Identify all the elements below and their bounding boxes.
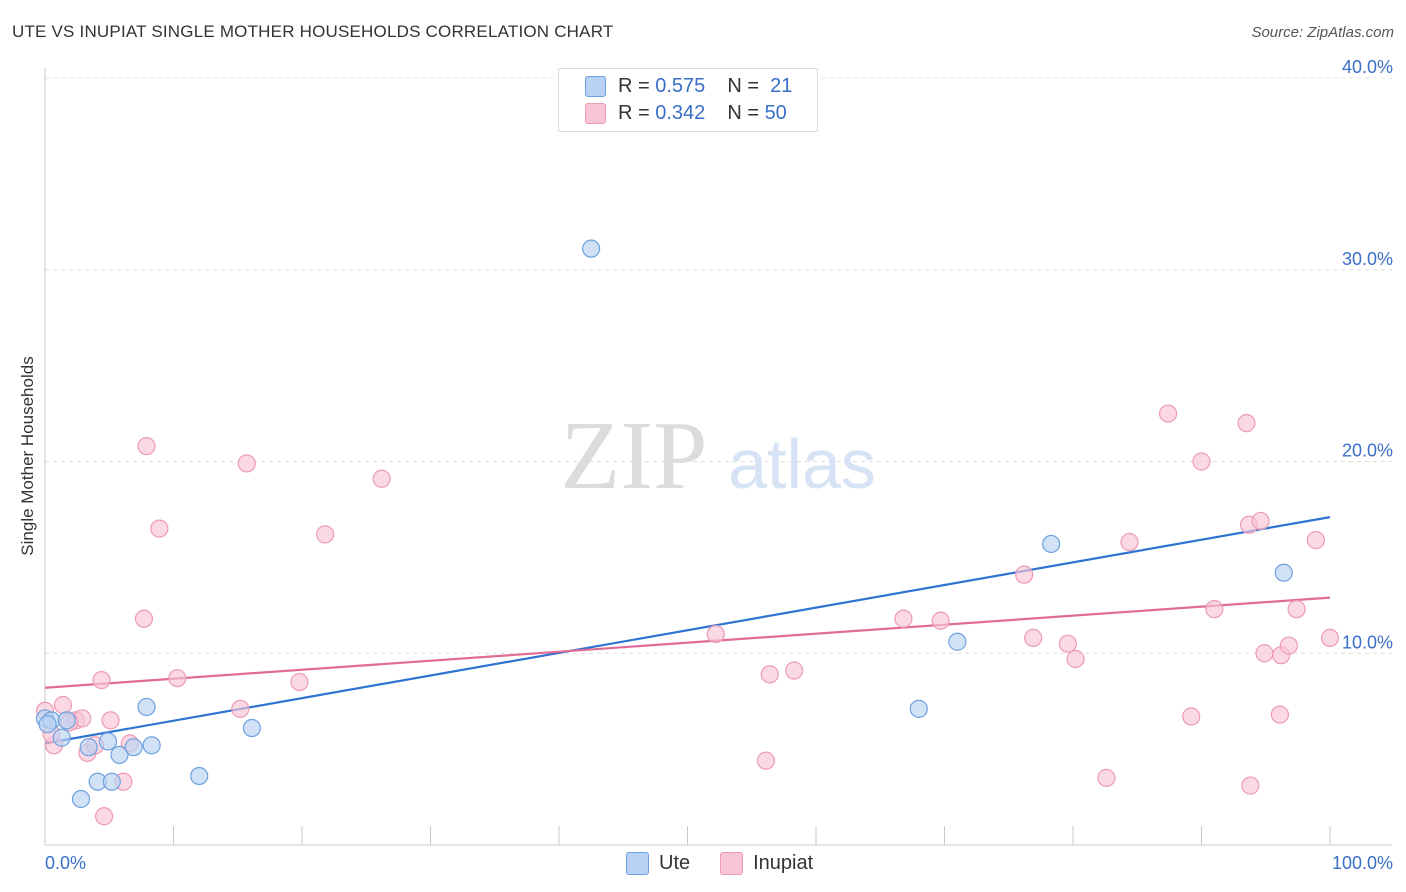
legend-n-value-inupiat: 50 xyxy=(764,101,787,124)
ute-point xyxy=(110,745,129,764)
legend-n-label: N = xyxy=(727,74,759,97)
legend-swatch-ute xyxy=(585,75,606,97)
ute-point xyxy=(582,239,601,258)
series-swatch-ute xyxy=(626,852,649,875)
inupiat-point xyxy=(372,469,391,488)
source-credit: Source: ZipAtlas.com xyxy=(1251,24,1394,41)
legend-swatch-inupiat xyxy=(585,102,606,124)
trend-layer xyxy=(44,516,1331,745)
inupiat-point xyxy=(1306,531,1325,550)
inupiat-point xyxy=(1287,600,1306,619)
inupiat-point xyxy=(1270,705,1289,724)
inupiat-point xyxy=(1158,404,1178,423)
series-legend-inupiat[interactable]: Inupiat xyxy=(720,852,813,875)
watermark-zip: ZIP xyxy=(561,402,708,510)
x-tick-label-max: 100.0% xyxy=(1332,853,1393,873)
legend-n-value-ute: 21 xyxy=(770,74,793,97)
ute-point xyxy=(102,772,121,791)
ute-point xyxy=(124,738,143,757)
ute-point xyxy=(79,738,98,757)
inupiat-point xyxy=(1237,414,1256,433)
legend-row-ute: R = 0.575 N = 21 xyxy=(585,75,792,97)
series-label-inupiat: Inupiat xyxy=(753,852,814,874)
inupiat-point xyxy=(237,454,256,473)
inupiat-point xyxy=(760,665,779,684)
inupiat-trend-line xyxy=(44,596,1331,689)
grid-layer xyxy=(45,77,1392,654)
legend-r-label: R = xyxy=(618,74,650,97)
inupiat-point xyxy=(1251,511,1270,531)
inupiat-point xyxy=(756,751,775,770)
legend-n-label: N = xyxy=(727,101,759,124)
ute-point xyxy=(1042,534,1061,554)
chart-title: UTE VS INUPIAT SINGLE MOTHER HOUSEHOLDS … xyxy=(12,22,614,41)
inupiat-point xyxy=(1192,452,1211,471)
y-tick-label: 30.0% xyxy=(1342,249,1393,269)
inupiat-point xyxy=(95,807,114,826)
y-tick-label: 20.0% xyxy=(1342,441,1393,461)
ute-point xyxy=(242,718,261,738)
ute-point xyxy=(71,789,91,809)
inupiat-point xyxy=(785,661,804,680)
watermark: ZIP atlas xyxy=(561,402,876,510)
y-tick-label: 10.0% xyxy=(1342,632,1393,652)
inupiat-point xyxy=(134,609,154,628)
inupiat-point xyxy=(1058,634,1077,653)
legend-row-inupiat: R = 0.342 N = 50 xyxy=(585,102,787,124)
ute-point xyxy=(909,699,928,718)
ute-point xyxy=(98,732,118,751)
inupiat-point xyxy=(1279,636,1298,655)
y-tick-label: 40.0% xyxy=(1342,57,1393,77)
inupiat-point xyxy=(894,609,913,628)
series-label-ute: Ute xyxy=(659,852,691,874)
stats-legend: R = 0.575 N = 21 R = 0.342 N = 50 xyxy=(558,68,818,132)
label-layer: 10.0% 20.0% 30.0% 40.0% 0.0% 100.0% xyxy=(45,57,1393,873)
legend-r-value-inupiat: 0.342 xyxy=(655,101,706,124)
series-legend: Ute Inupiat xyxy=(626,852,843,875)
series-legend-ute[interactable]: Ute xyxy=(626,852,690,875)
legend-r-label: R = xyxy=(618,101,650,124)
ute-point xyxy=(57,711,76,730)
inupiat-point xyxy=(231,699,250,718)
inupiat-point xyxy=(150,519,169,538)
points-layer xyxy=(35,239,1340,826)
inupiat-point xyxy=(168,669,187,688)
inupiat-point xyxy=(316,525,335,544)
inupiat-point xyxy=(1024,628,1043,648)
inupiat-point xyxy=(1241,776,1260,795)
ute-point xyxy=(948,632,967,651)
inupiat-point xyxy=(1255,644,1274,663)
series-swatch-inupiat xyxy=(720,852,744,875)
inupiat-point xyxy=(92,670,111,690)
inupiat-point xyxy=(1066,649,1085,669)
inupiat-point xyxy=(1182,707,1201,726)
inupiat-point xyxy=(101,711,120,730)
ute-point xyxy=(142,736,161,755)
inupiat-point xyxy=(1320,628,1340,648)
inupiat-point xyxy=(137,437,156,456)
ute-trend-line xyxy=(44,516,1331,745)
inupiat-point xyxy=(53,695,73,715)
inupiat-point xyxy=(706,624,725,644)
ute-point xyxy=(52,728,71,747)
watermark-atlas: atlas xyxy=(728,425,876,503)
ute-point xyxy=(137,697,156,717)
inupiat-point xyxy=(931,611,950,630)
legend-r-value-ute: 0.575 xyxy=(655,74,706,97)
x-tick-label-min: 0.0% xyxy=(45,853,86,873)
inupiat-point xyxy=(1015,565,1034,584)
inupiat-point xyxy=(290,672,309,692)
ute-point xyxy=(1274,563,1293,582)
inupiat-point xyxy=(1205,600,1224,619)
inupiat-point xyxy=(1120,532,1139,552)
ute-point xyxy=(38,715,57,734)
ute-point xyxy=(190,766,209,786)
inupiat-point xyxy=(1097,768,1116,787)
